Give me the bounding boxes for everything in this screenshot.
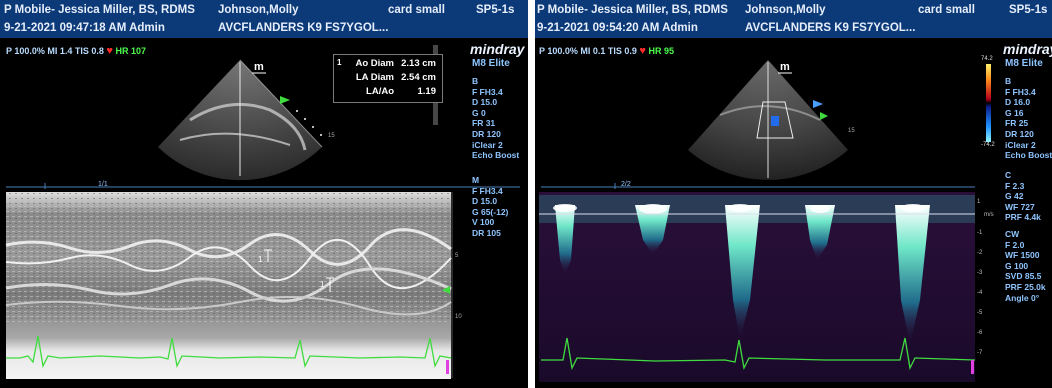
color-params: C F 2.3 G 42 WF 727 PRF 4.4k — [1005, 170, 1041, 223]
case-id: AVCFLANDERS K9 FS7YGOL... — [218, 22, 389, 34]
measurement-row: LA/Ao 1.19 — [366, 86, 436, 97]
brand-logo: mindray — [470, 41, 525, 57]
focus-marker-icon — [813, 100, 823, 108]
color-box — [756, 101, 794, 139]
mmode-depth-label-5: 5 — [455, 253, 459, 259]
datetime-label: 9-21-2021 09:54:20 AM Admin — [537, 22, 698, 34]
bmode-params: B F FH3.4 D 15.0 G 0 FR 31 DR 120 iClear… — [472, 76, 520, 161]
velocity-tick-label: -5 — [977, 310, 983, 316]
measurement-row: 1 Ao Diam 2.13 cm — [337, 58, 436, 69]
probe-mark-icon: m — [780, 61, 790, 73]
cw-params: CW F 2.0 WF 1500 G 100 SVD 85.5 PRF 25.0… — [1005, 229, 1046, 303]
acoustic-status: P 100.0% MI 0.1 TIS 0.9 ♥ HR 95 — [539, 45, 674, 57]
sector-depth-label: 15 — [848, 128, 855, 134]
probe-mark-icon: m — [254, 61, 264, 73]
ecg-trace — [6, 335, 452, 369]
header-bar: P Mobile- Jessica Miller, BS, RDMS 9-21-… — [0, 0, 528, 38]
bmode-params: B F FH3.4 D 16.0 G 16 FR 25 DR 120 iClea… — [1005, 76, 1052, 161]
velocity-tick-label: -4 — [977, 290, 983, 296]
operator-label: P Mobile- Jessica Miller, BS, RDMS — [537, 4, 728, 16]
heart-icon: ♥ — [639, 45, 646, 57]
doppler-echo-panel: m 15 1 -1 -2 -3 -4 -5 — [535, 0, 1052, 388]
velocity-tick-label: 1 — [977, 199, 981, 205]
case-id: AVCFLANDERS K9 FS7YGOL... — [745, 22, 916, 34]
left-image-layer: m 15 1 1 5 10 — [5, 45, 520, 379]
preset-label: card small — [388, 4, 445, 16]
preset-label: card small — [918, 4, 975, 16]
sector-depth-label: 15 — [328, 133, 335, 139]
velocity-tick-label: -6 — [977, 330, 983, 336]
model-label: M8 Elite — [472, 58, 510, 69]
mmode-echo-panel: m 15 1 1 5 10 P — [0, 0, 528, 388]
mmode-params: M F FH3.4 D 15.0 G 65(-12) V 100 DR 105 — [472, 175, 509, 238]
velocity-tick-label: -3 — [977, 270, 983, 276]
velocity-unit-label: m/s — [984, 212, 994, 218]
measurement-row: LA Diam 2.54 cm — [355, 72, 436, 83]
acoustic-output-label: P 100.0% MI 0.1 TIS 0.9 — [539, 46, 637, 56]
velocity-tick-label: -2 — [977, 250, 983, 256]
svg-text:1: 1 — [258, 255, 263, 264]
ecg-trace — [541, 337, 976, 371]
measurement-caliper — [264, 249, 334, 292]
patient-name: Johnson,Molly — [745, 4, 826, 16]
measurement-results-box: 1 Ao Diam 2.13 cm LA Diam 2.54 cm LA/Ao … — [333, 54, 443, 103]
right-image-layer: m 15 1 -1 -2 -3 -4 -5 — [539, 60, 994, 382]
velocity-tick-label: -1 — [977, 230, 983, 236]
colorbar-min-label: -74.2 — [981, 142, 995, 148]
aortic-root-outline — [189, 102, 307, 151]
page-indicator: 2/2 — [621, 181, 631, 188]
baseline-marker-icon — [442, 286, 450, 294]
colorbar-max-label: 74.2 — [981, 56, 993, 62]
patient-name: Johnson,Molly — [218, 4, 299, 16]
page-indicator: 1/1 — [98, 181, 108, 188]
heart-rate-label: HR 95 — [648, 46, 674, 56]
velocity-scale: 1 -1 -2 -3 -4 -5 -6 -7 m/s — [977, 199, 994, 356]
acoustic-status: P 100.0% MI 1.4 TIS 0.8 ♥ HR 107 — [6, 45, 146, 57]
heart-rate-label: HR 107 — [115, 46, 146, 56]
datetime-label: 9-21-2021 09:47:18 AM Admin — [4, 22, 165, 34]
brand-logo: mindray — [1003, 41, 1052, 57]
mmode-depth-label-10: 10 — [455, 314, 462, 320]
header-bar: P Mobile- Jessica Miller, BS, RDMS 9-21-… — [535, 0, 1052, 38]
svg-text:1: 1 — [320, 280, 325, 289]
doppler-spectrum — [555, 205, 930, 345]
velocity-color-bar — [986, 64, 991, 142]
probe-label: SP5-1s — [1009, 4, 1048, 16]
focus-marker-icon — [280, 96, 290, 104]
acoustic-output-label: P 100.0% MI 1.4 TIS 0.8 — [6, 46, 104, 56]
velocity-tick-label: -7 — [977, 350, 983, 356]
heart-icon: ♥ — [106, 45, 113, 57]
probe-label: SP5-1s — [476, 4, 515, 16]
model-label: M8 Elite — [1005, 58, 1043, 69]
operator-label: P Mobile- Jessica Miller, BS, RDMS — [4, 4, 195, 16]
